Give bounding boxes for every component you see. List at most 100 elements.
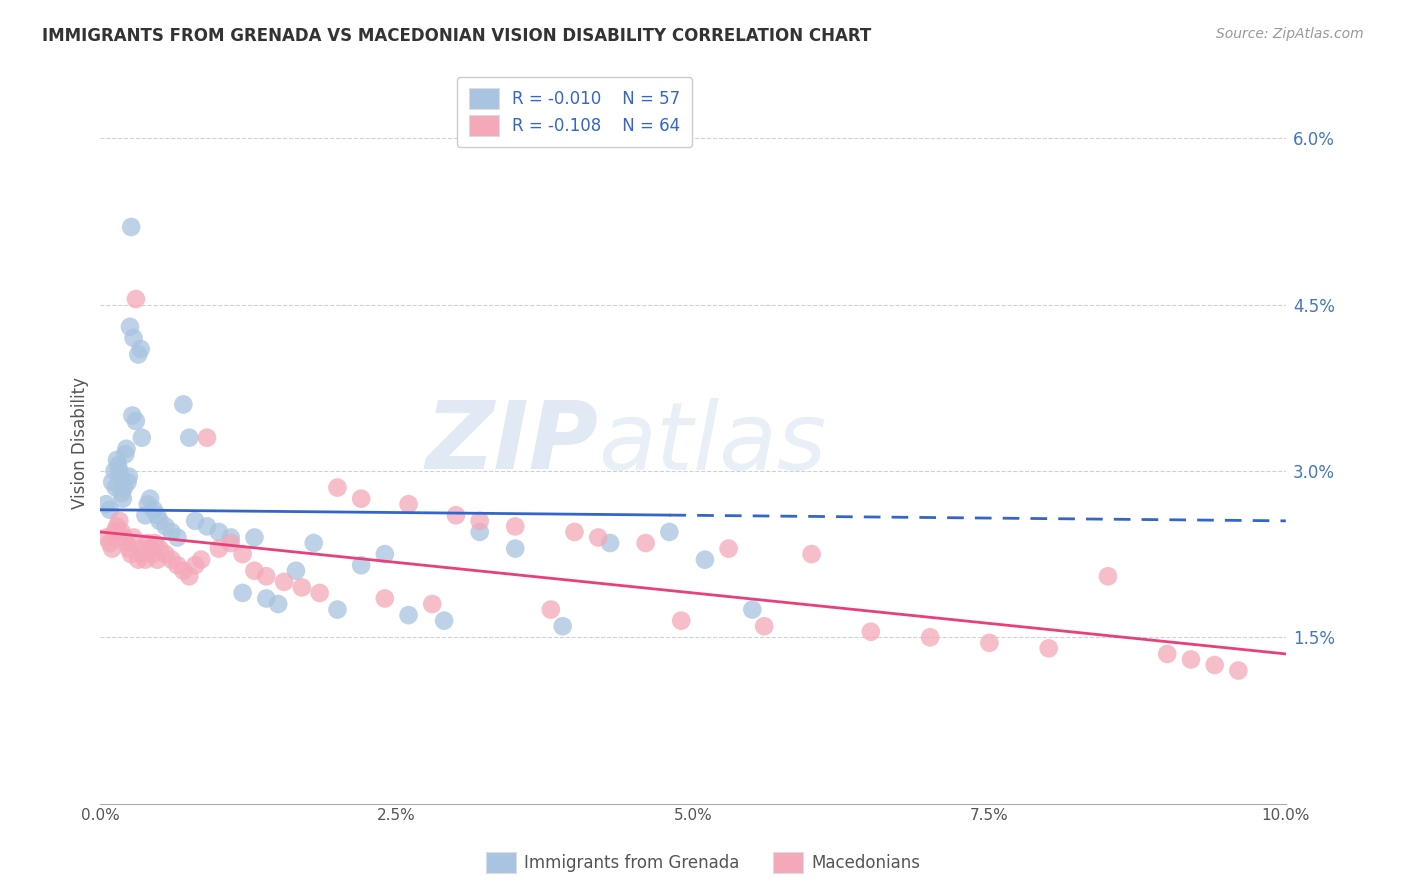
Point: [172, 564, 194, 578]
Point: [155, 547, 177, 561]
Point: [166, 558, 188, 573]
Point: [208, 524, 231, 539]
Point: [111, 524, 134, 539]
Point: [195, 519, 218, 533]
Point: [398, 608, 420, 623]
Point: [374, 591, 396, 606]
Point: [149, 541, 172, 556]
Point: [243, 531, 266, 545]
Point: [134, 552, 156, 566]
Point: [103, 524, 125, 539]
Point: [125, 414, 148, 428]
Point: [146, 508, 169, 523]
Point: [1038, 641, 1060, 656]
Point: [114, 447, 136, 461]
Point: [219, 531, 242, 545]
Point: [1180, 652, 1202, 666]
Point: [586, 531, 609, 545]
Point: [284, 564, 307, 578]
Point: [149, 514, 172, 528]
Point: [118, 541, 141, 556]
Point: [105, 519, 128, 533]
Point: [136, 536, 159, 550]
Point: [326, 481, 349, 495]
Point: [658, 524, 681, 539]
Point: [350, 491, 373, 506]
Point: [117, 475, 139, 489]
Point: [184, 558, 207, 573]
Point: [112, 481, 135, 495]
Point: [243, 564, 266, 578]
Point: [172, 397, 194, 411]
Point: [920, 630, 942, 644]
Point: [326, 602, 349, 616]
Point: [551, 619, 574, 633]
Point: [179, 431, 201, 445]
Point: [96, 497, 118, 511]
Point: [859, 624, 882, 639]
Point: [108, 514, 131, 528]
Text: Source: ZipAtlas.com: Source: ZipAtlas.com: [1216, 27, 1364, 41]
Point: [671, 614, 693, 628]
Text: IMMIGRANTS FROM GRENADA VS MACEDONIAN VISION DISABILITY CORRELATION CHART: IMMIGRANTS FROM GRENADA VS MACEDONIAN VI…: [42, 27, 872, 45]
Legend: Immigrants from Grenada, Macedonians: Immigrants from Grenada, Macedonians: [479, 846, 927, 880]
Point: [141, 547, 163, 561]
Point: [503, 541, 526, 556]
Point: [184, 514, 207, 528]
Point: [190, 552, 212, 566]
Point: [107, 458, 129, 473]
Point: [232, 586, 254, 600]
Point: [115, 442, 138, 456]
Point: [111, 491, 134, 506]
Point: [254, 591, 277, 606]
Point: [131, 431, 153, 445]
Point: [166, 531, 188, 545]
Point: [1204, 658, 1226, 673]
Point: [273, 574, 295, 589]
Point: [125, 292, 148, 306]
Point: [136, 497, 159, 511]
Point: [115, 536, 138, 550]
Point: [146, 552, 169, 566]
Point: [754, 619, 776, 633]
Point: [398, 497, 420, 511]
Point: [254, 569, 277, 583]
Point: [129, 541, 152, 556]
Point: [127, 347, 149, 361]
Point: [122, 331, 145, 345]
Y-axis label: Vision Disability: Vision Disability: [72, 377, 89, 509]
Point: [118, 469, 141, 483]
Point: [540, 602, 562, 616]
Point: [195, 431, 218, 445]
Point: [129, 342, 152, 356]
Point: [1227, 664, 1250, 678]
Point: [503, 519, 526, 533]
Point: [291, 581, 314, 595]
Point: [96, 531, 118, 545]
Point: [693, 552, 716, 566]
Point: [302, 536, 325, 550]
Point: [121, 409, 143, 423]
Point: [127, 552, 149, 566]
Point: [160, 524, 183, 539]
Point: [599, 536, 621, 550]
Point: [108, 464, 131, 478]
Point: [208, 541, 231, 556]
Legend: R = -0.010    N = 57, R = -0.108    N = 64: R = -0.010 N = 57, R = -0.108 N = 64: [457, 77, 692, 147]
Point: [104, 481, 127, 495]
Point: [232, 547, 254, 561]
Point: [134, 508, 156, 523]
Point: [1156, 647, 1178, 661]
Text: atlas: atlas: [598, 398, 827, 489]
Point: [118, 319, 141, 334]
Point: [468, 514, 491, 528]
Point: [979, 636, 1001, 650]
Point: [741, 602, 763, 616]
Point: [101, 475, 124, 489]
Point: [120, 219, 142, 234]
Point: [308, 586, 330, 600]
Point: [267, 597, 290, 611]
Point: [143, 536, 166, 550]
Point: [111, 486, 134, 500]
Point: [98, 502, 121, 516]
